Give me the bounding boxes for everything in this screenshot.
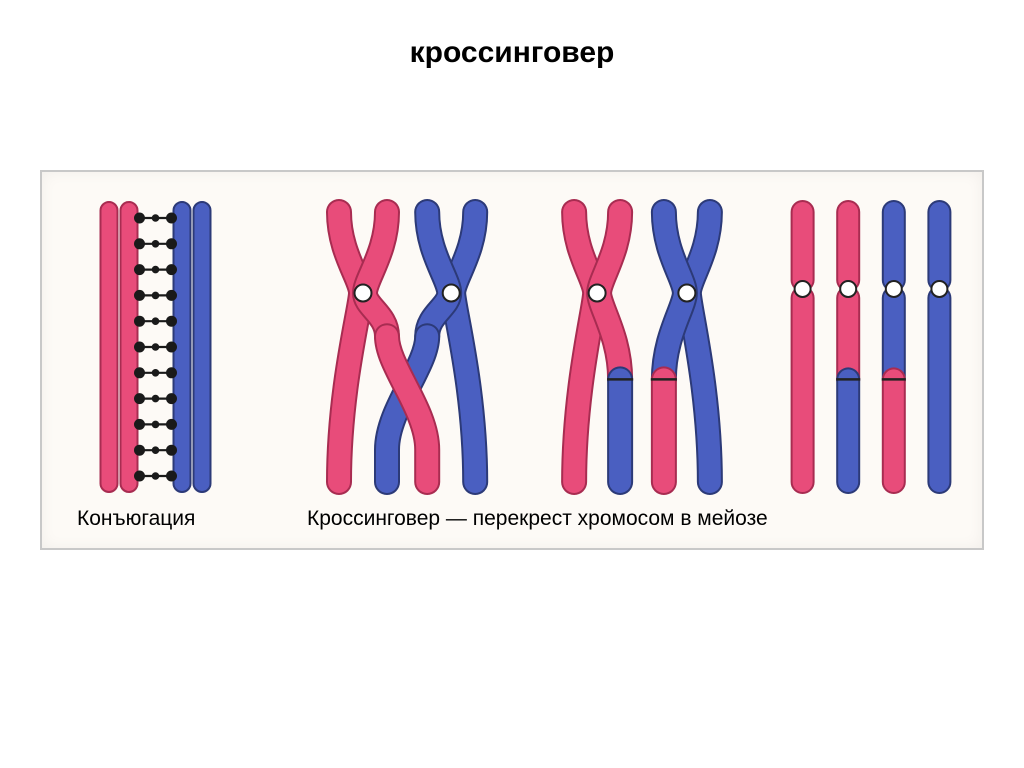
stage-separated-chromatids [776,196,966,498]
main-title: кроссинговер [0,36,1024,70]
stage-after-exchange [540,196,744,498]
label-conjugation: Конъюгация [77,507,195,531]
stage-crossing-over [300,196,510,498]
illustration-panel: Конъюгация Кроссинговер — перекрест хром… [40,170,984,550]
stage-conjugation [77,196,237,498]
label-crossing-over: Кроссинговер — перекрест хромосом в мейо… [307,507,768,531]
